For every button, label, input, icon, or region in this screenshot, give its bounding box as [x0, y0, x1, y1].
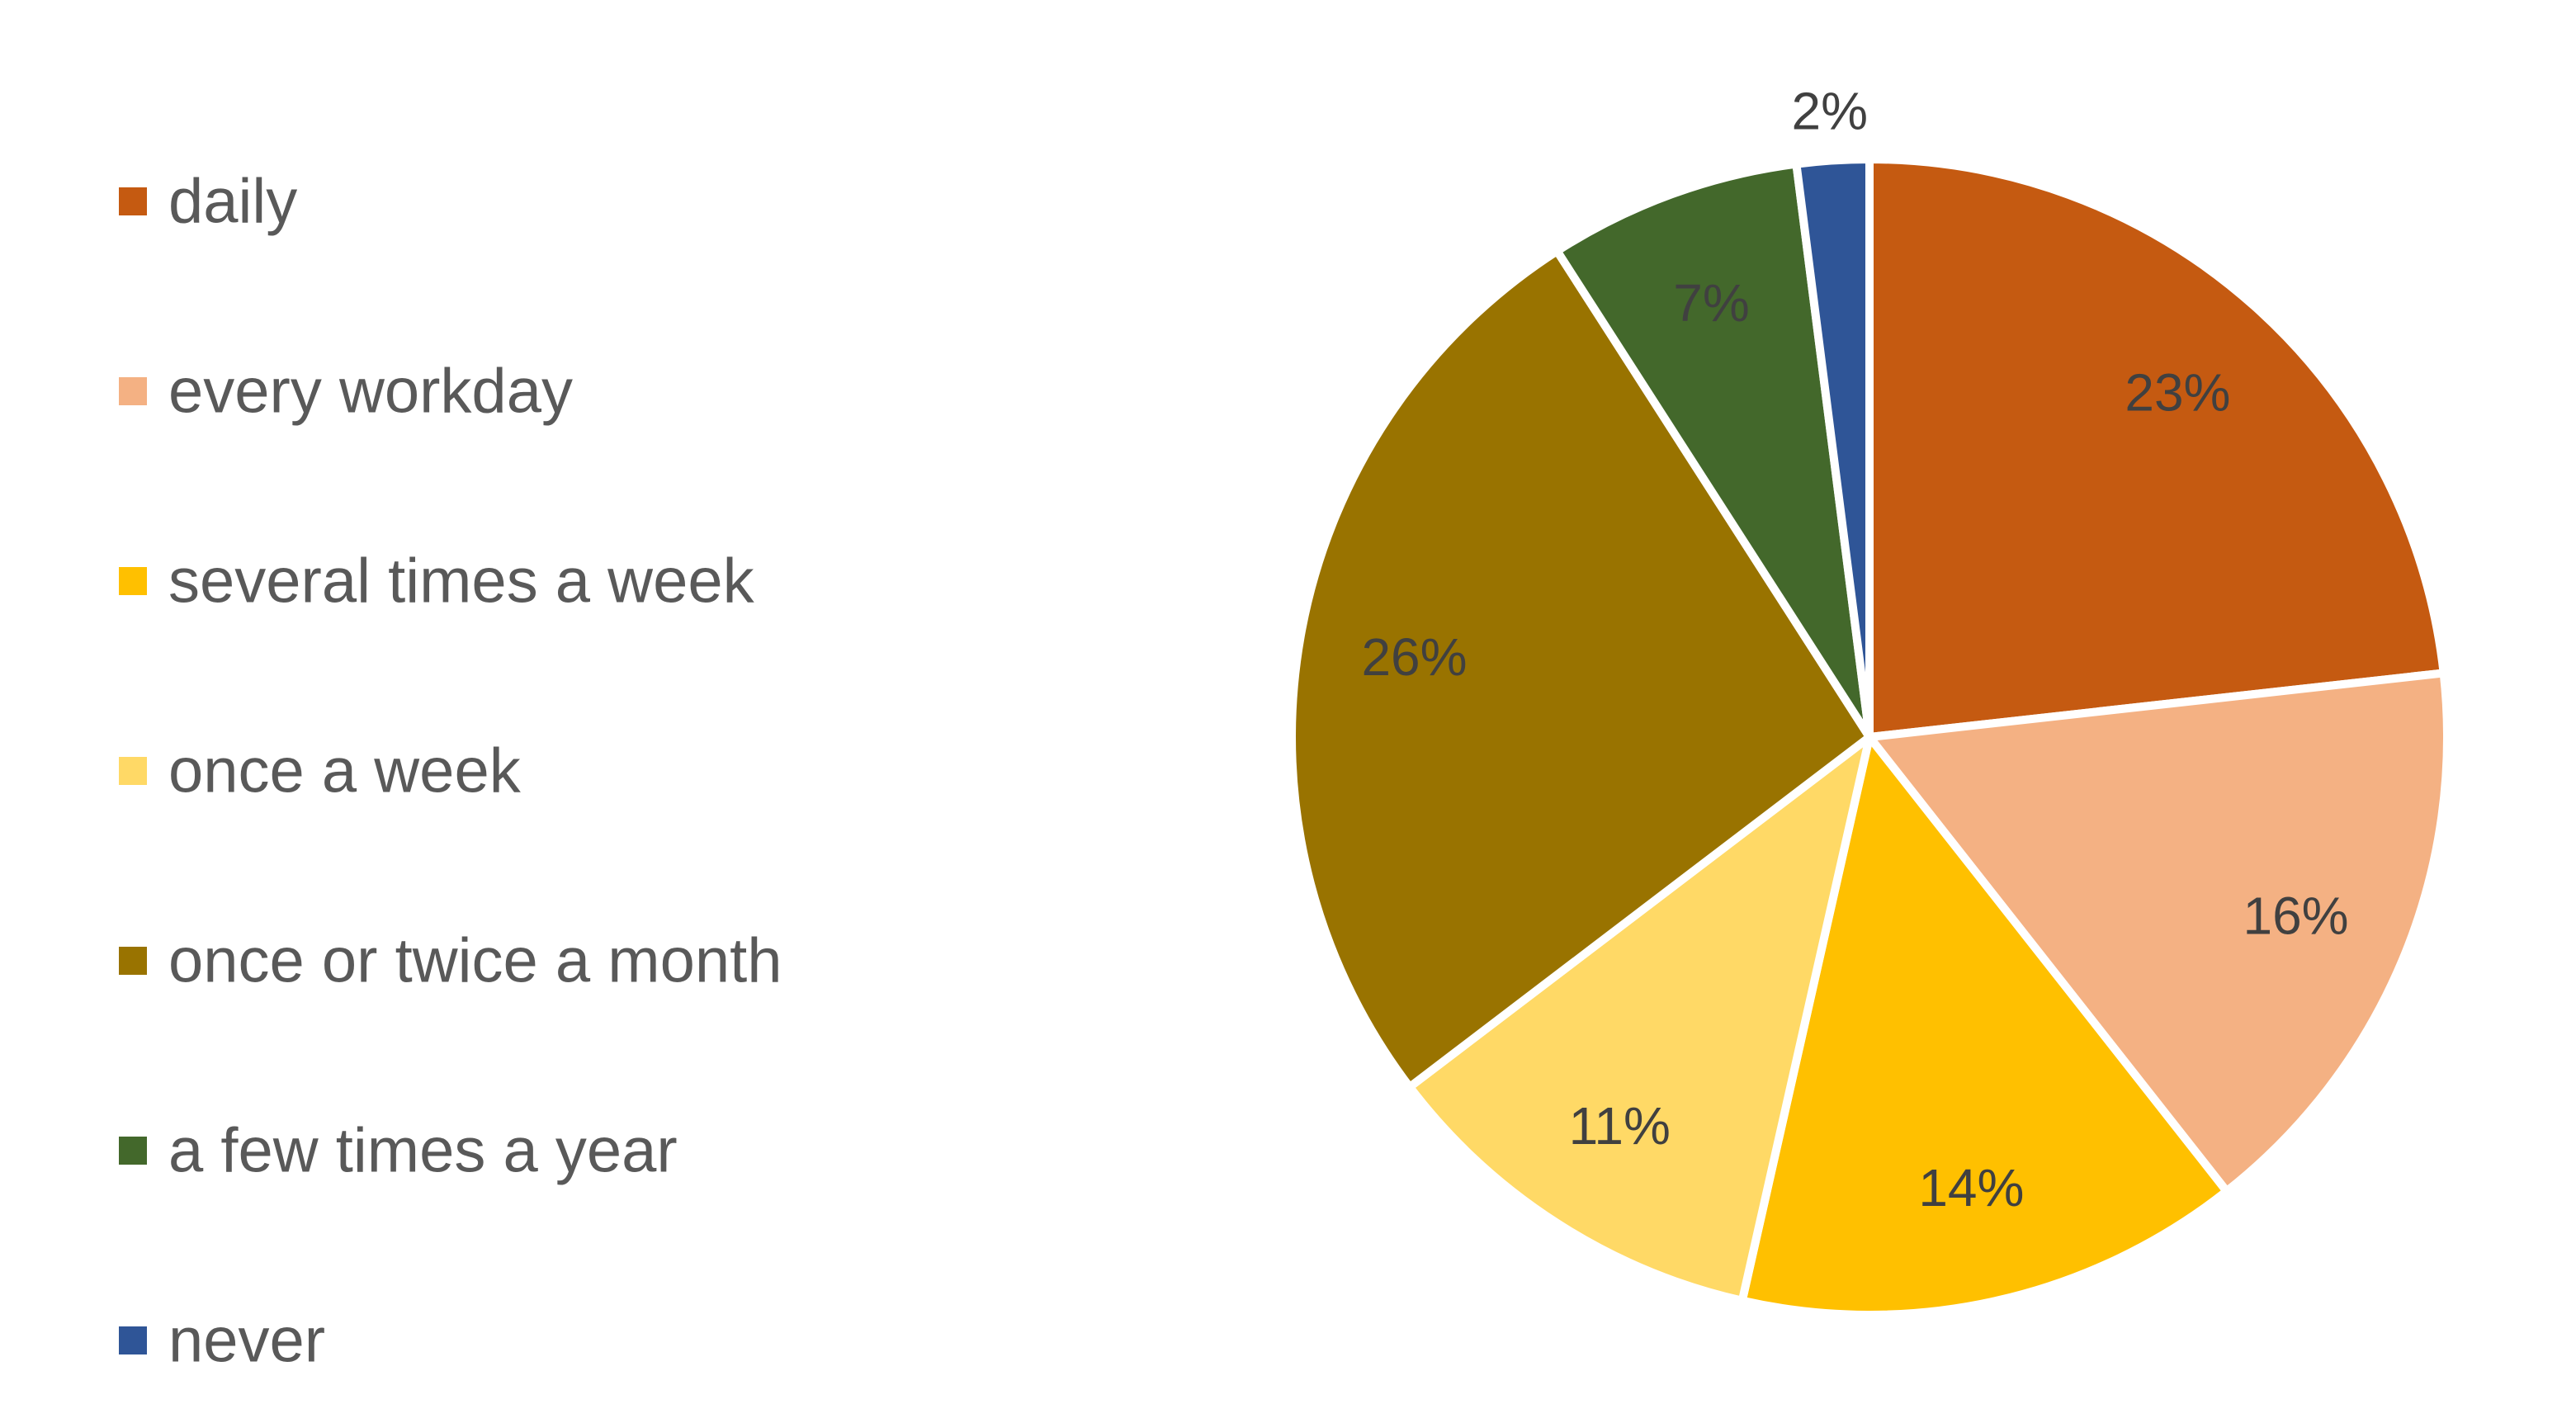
legend-label: never — [168, 1306, 325, 1376]
legend-label: once or twice a month — [168, 926, 782, 996]
data-label-every-workday: 16% — [2243, 886, 2348, 945]
legend-item-several-times-a-week: several times a week — [119, 546, 755, 617]
legend-item-never: never — [119, 1306, 325, 1376]
pie-slices — [1288, 155, 2451, 1319]
legend-label: once a week — [168, 736, 522, 806]
legend-swatch — [119, 947, 147, 975]
legend-label: daily — [168, 167, 297, 237]
pie-slice-a-few-times-a-year — [1553, 159, 1874, 741]
legend-swatch — [119, 567, 147, 595]
legend-item-once-a-week: once a week — [119, 736, 522, 806]
legend-swatch — [119, 1326, 147, 1354]
legend: daily every workday several times a week on… — [119, 167, 782, 1376]
pie-slice-several-times-a-week — [1737, 733, 2231, 1319]
pie-data-labels: 23% 16% 14% 11% 26% 7% 2% — [1361, 82, 2348, 1218]
pie-slice-daily — [1865, 155, 2448, 741]
legend-label: a few times a year — [168, 1116, 678, 1186]
data-label-once-or-twice-a-month: 26% — [1361, 627, 1467, 687]
legend-item-daily: daily — [119, 167, 297, 237]
pie-slice-once-a-week — [1405, 733, 1874, 1305]
legend-swatch — [119, 757, 147, 785]
data-label-several-times-a-week: 14% — [1918, 1158, 2024, 1217]
legend-label: every workday — [168, 357, 573, 427]
data-label-daily: 23% — [2125, 363, 2230, 423]
legend-label: several times a week — [168, 546, 755, 617]
pie-slice-once-or-twice-a-month — [1288, 247, 1874, 1091]
data-label-never: 2% — [1792, 82, 1869, 141]
legend-swatch — [119, 1137, 147, 1165]
data-label-once-a-week: 11% — [1569, 1096, 1671, 1156]
legend-item-a-few-times-a-year: a few times a year — [119, 1116, 678, 1186]
legend-item-once-or-twice-a-month: once or twice a month — [119, 926, 782, 996]
pie-slice-every-workday — [1865, 669, 2451, 1196]
legend-swatch — [119, 377, 147, 405]
pie-slice-never — [1792, 155, 1874, 741]
legend-item-every-workday: every workday — [119, 357, 573, 427]
legend-swatch — [119, 187, 147, 215]
data-label-a-few-times-a-year: 7% — [1673, 273, 1750, 333]
